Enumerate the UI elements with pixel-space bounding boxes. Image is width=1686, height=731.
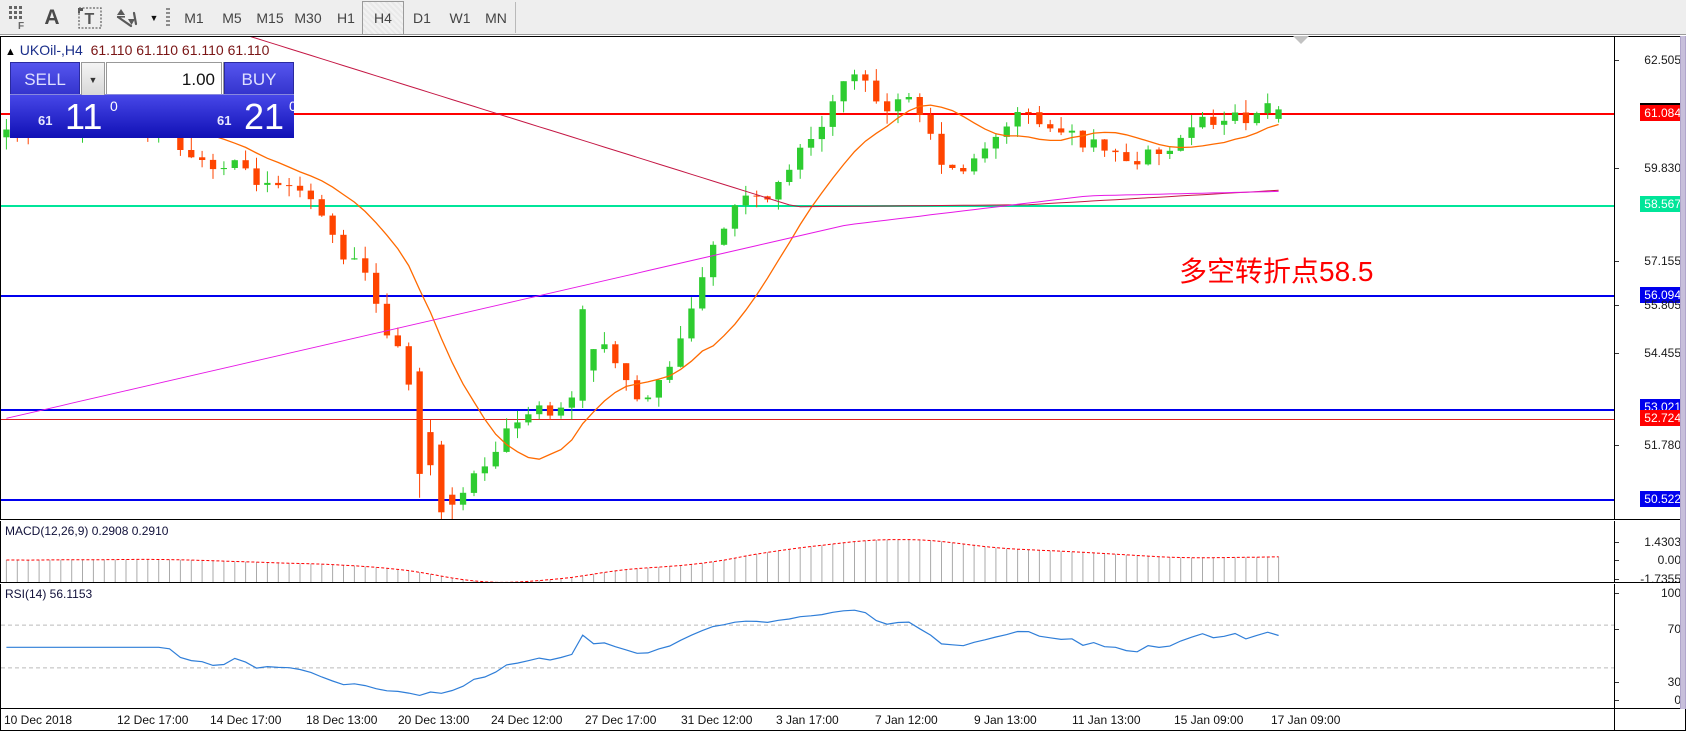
svg-text:F: F <box>18 21 24 30</box>
svg-text:T: T <box>85 11 95 28</box>
